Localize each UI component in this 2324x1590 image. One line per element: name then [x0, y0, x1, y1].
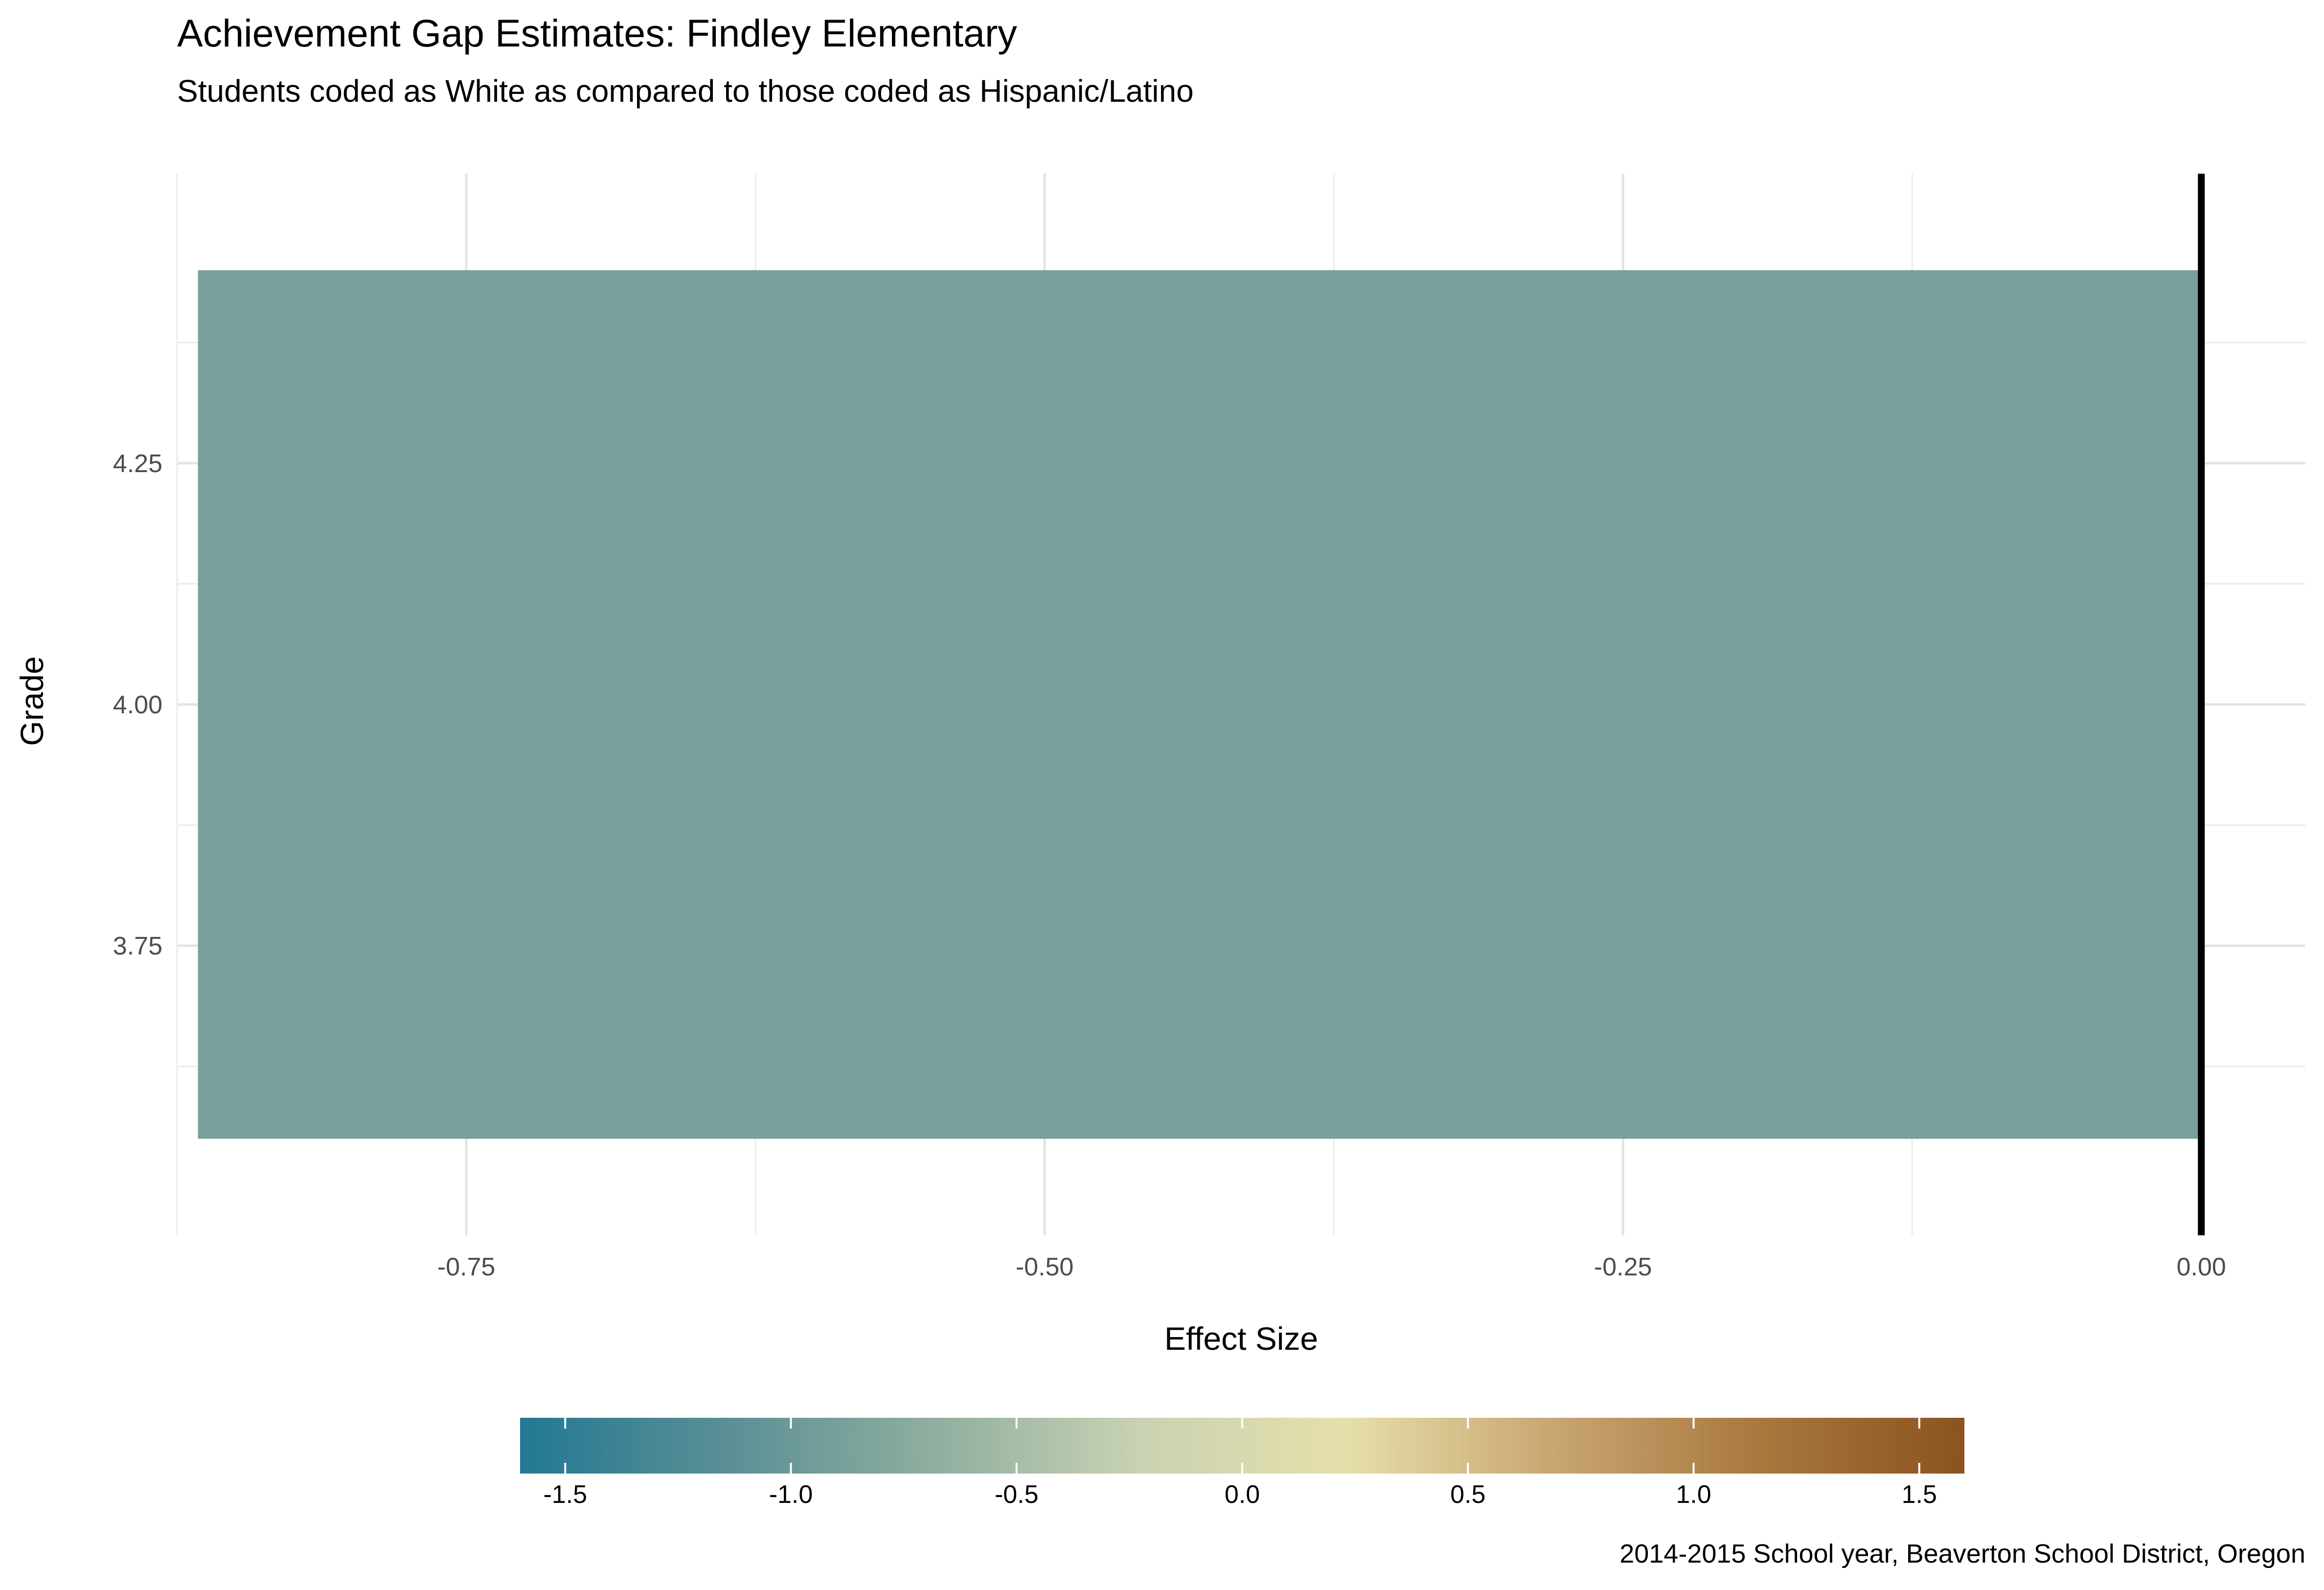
colorbar-tick-label: 0.0	[1225, 1480, 1260, 1509]
bar-grade-4	[198, 270, 2202, 1139]
x-axis-ticks: -0.75 -0.50 -0.25 0.00	[437, 1253, 2226, 1281]
y-tick-label: 4.00	[113, 691, 162, 719]
y-axis-title: Grade	[14, 656, 50, 746]
x-tick-label: -0.25	[1594, 1253, 1652, 1281]
colorbar-legend: -1.5 -1.0 -0.5 0.0 0.5 1.0 1.5	[520, 1418, 1964, 1509]
colorbar-tick-label: -1.5	[543, 1480, 587, 1509]
colorbar-tick-label: -1.0	[769, 1480, 813, 1509]
chart-title: Achievement Gap Estimates: Findley Eleme…	[177, 11, 1017, 55]
chart-caption: 2014-2015 School year, Beaverton School …	[1619, 1539, 2305, 1568]
x-tick-label: -0.50	[1016, 1253, 1074, 1281]
y-axis-ticks: 3.75 4.00 4.25	[113, 450, 162, 960]
bars	[198, 270, 2202, 1139]
x-tick-label: 0.00	[2177, 1253, 2226, 1281]
y-tick-label: 4.25	[113, 450, 162, 478]
x-axis-title: Effect Size	[1164, 1320, 1318, 1357]
colorbar-tick-label: 1.5	[1902, 1480, 1937, 1509]
colorbar-tick-label: 1.0	[1676, 1480, 1711, 1509]
colorbar-tick-label: 0.5	[1450, 1480, 1485, 1509]
chart-subtitle: Students coded as White as compared to t…	[177, 73, 1194, 109]
x-tick-label: -0.75	[437, 1253, 496, 1281]
y-tick-label: 3.75	[113, 932, 162, 960]
colorbar-tick-label: -0.5	[995, 1480, 1039, 1509]
